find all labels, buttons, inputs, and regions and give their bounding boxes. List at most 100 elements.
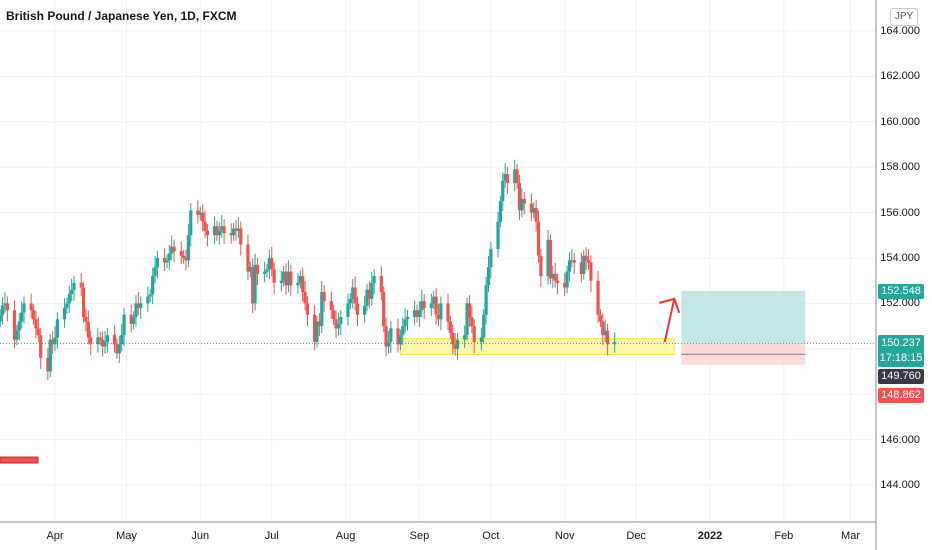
candle-body <box>96 337 100 345</box>
candle-body <box>1 305 5 315</box>
candle-body <box>172 246 176 252</box>
candle-body <box>220 226 224 231</box>
candle-body <box>482 314 486 338</box>
candle-body <box>72 282 76 290</box>
candle-body <box>436 314 441 320</box>
candle-body <box>513 169 517 184</box>
candle-body <box>279 280 283 283</box>
candle-body <box>201 212 205 222</box>
candle-body <box>405 317 410 320</box>
candle-body <box>62 307 67 320</box>
candle-body <box>105 335 109 342</box>
candle-body <box>51 339 55 345</box>
candle-body <box>301 276 305 293</box>
candle-body <box>153 267 157 277</box>
candle-body <box>486 267 491 286</box>
candle-body <box>563 282 567 288</box>
arrow-shaft[interactable] <box>663 298 676 343</box>
candle-body <box>317 321 321 327</box>
chart-title: British Pound / Japanese Yen, 1D, FXCM <box>6 9 237 23</box>
candle-body <box>365 289 369 306</box>
candle-body <box>329 301 333 311</box>
y-tick-label: 158.000 <box>880 161 920 174</box>
candle-body <box>115 344 119 354</box>
candle-body <box>498 201 502 222</box>
candle-body <box>272 269 276 283</box>
candle-body <box>351 287 355 299</box>
candle-body <box>248 267 252 272</box>
candle-body <box>132 317 136 324</box>
stop-price-tag: 148.862 <box>878 388 924 403</box>
candle-body <box>236 228 240 231</box>
candle-body <box>282 271 286 281</box>
candle-body <box>601 321 605 336</box>
entry-price-tag: 149.760 <box>878 369 924 384</box>
candle-body <box>3 303 7 306</box>
x-tick-label: Feb <box>774 530 794 542</box>
candle-body <box>539 255 543 277</box>
candle-body <box>367 289 371 299</box>
candle-body <box>151 276 155 295</box>
candle-body <box>517 183 522 211</box>
candle-body <box>15 330 19 340</box>
candle-body <box>363 305 367 315</box>
current-price-tag: 150.237 17:18:15 <box>878 335 924 367</box>
x-tick-label: Jun <box>191 530 210 542</box>
y-tick-label: 164.000 <box>880 25 920 37</box>
candle-body <box>439 303 443 320</box>
candle-body <box>603 330 607 336</box>
candle-body <box>298 276 302 283</box>
candle-body <box>34 319 38 329</box>
candle-body <box>289 271 293 286</box>
candle-body <box>432 296 436 304</box>
candle-body <box>534 208 538 222</box>
x-tick-label: Dec <box>626 530 646 542</box>
candle-body <box>336 323 341 329</box>
candle-body <box>117 344 121 354</box>
candle-body <box>453 344 457 349</box>
y-tick-label: 146.000 <box>880 433 920 446</box>
candle-body <box>36 328 40 336</box>
x-tick-label: Jul <box>264 530 279 542</box>
candle-body <box>215 226 219 236</box>
y-tick-label: 156.000 <box>880 206 920 219</box>
candle-body <box>451 332 455 345</box>
candle-body <box>465 303 469 336</box>
candle-body <box>155 258 160 268</box>
target-zone[interactable] <box>681 290 806 344</box>
candle-body <box>165 260 169 263</box>
support-zone[interactable] <box>399 338 675 355</box>
candle-body <box>389 328 393 342</box>
candle-body <box>370 282 374 299</box>
candle-body <box>67 294 71 304</box>
candle-body <box>582 255 586 274</box>
candle-body <box>22 303 26 313</box>
candle-body <box>417 310 422 318</box>
candle-body <box>605 330 610 345</box>
candle-body <box>313 314 317 342</box>
candle-body <box>515 169 519 184</box>
candle-body <box>246 244 250 272</box>
candle-body <box>89 337 93 345</box>
left-marker[interactable] <box>0 456 39 464</box>
candle-body <box>548 239 553 279</box>
candle-body <box>182 255 186 258</box>
candle-body <box>396 328 400 345</box>
currency-button[interactable]: JPY <box>890 8 918 26</box>
candle-body <box>420 301 424 311</box>
candle-body <box>98 337 102 340</box>
candle-body <box>146 296 150 304</box>
candle-body <box>79 282 83 288</box>
y-tick-label: 144.000 <box>880 479 920 491</box>
y-tick-label: 154.000 <box>880 252 920 264</box>
candle-body <box>255 264 260 274</box>
candle-body <box>470 317 474 327</box>
candle-body <box>529 203 533 213</box>
candle-body <box>415 310 419 318</box>
y-tick-label: 152.000 <box>880 297 920 310</box>
candle-body <box>17 321 21 331</box>
candle-body <box>334 319 338 329</box>
candle-body <box>598 314 603 322</box>
candle-body <box>565 271 569 288</box>
